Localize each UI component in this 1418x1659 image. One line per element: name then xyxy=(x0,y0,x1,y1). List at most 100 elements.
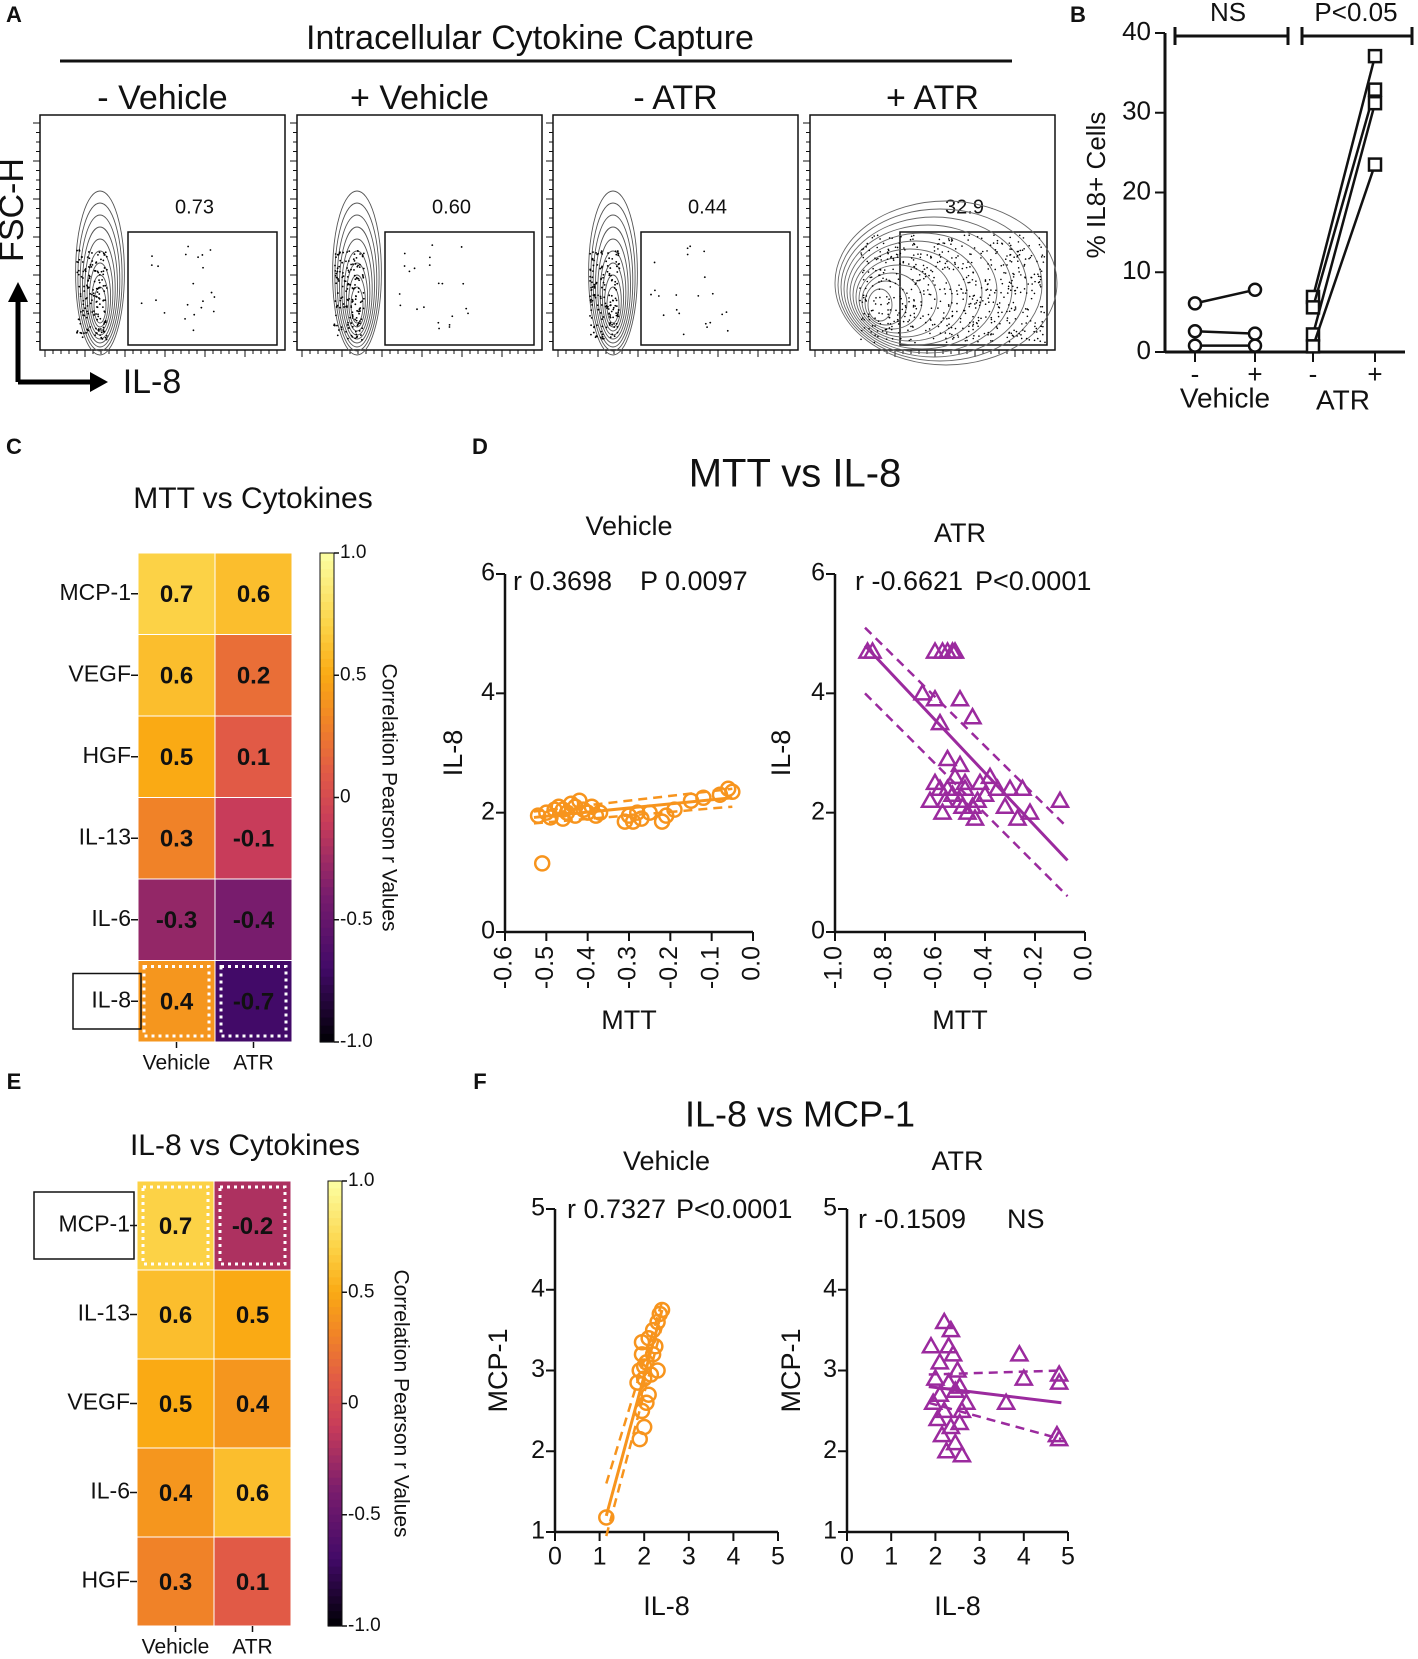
x-tick-label: 2 xyxy=(928,1543,942,1571)
event-dot xyxy=(592,264,595,267)
event-dot xyxy=(614,283,616,286)
event-dot xyxy=(599,297,602,300)
event-dot xyxy=(80,275,83,278)
event-dot xyxy=(947,238,950,240)
event-dot xyxy=(987,263,989,265)
event-dot xyxy=(1008,242,1011,244)
event-dot xyxy=(98,303,101,305)
y-axis-label: MCP-1 xyxy=(483,1328,513,1412)
event-dot xyxy=(961,267,964,270)
event-dot xyxy=(721,313,724,316)
colorbar-step xyxy=(328,1477,342,1486)
event-dot xyxy=(1011,285,1014,288)
event-dot xyxy=(96,288,99,290)
event-dot xyxy=(998,302,1001,304)
contour xyxy=(846,232,998,350)
event-dot xyxy=(930,307,933,310)
event-dot xyxy=(968,234,970,237)
y-tick-label: 1 xyxy=(531,1517,545,1545)
event-dot xyxy=(341,276,344,279)
colorbar-step xyxy=(320,797,334,807)
event-dot xyxy=(192,282,195,285)
event-dot xyxy=(888,316,891,319)
fit-line xyxy=(928,1385,1062,1405)
event-dot xyxy=(88,257,91,260)
event-dot xyxy=(1006,317,1009,319)
event-dot xyxy=(399,304,402,307)
event-dot xyxy=(76,330,79,332)
event-dot xyxy=(359,322,361,325)
event-dot xyxy=(1023,288,1026,290)
event-dot xyxy=(895,309,897,312)
event-dot xyxy=(102,326,105,329)
data-point xyxy=(629,1374,646,1391)
event-dot xyxy=(599,312,602,314)
event-dot xyxy=(81,261,84,263)
event-dot xyxy=(342,251,345,254)
event-dot xyxy=(609,336,612,339)
event-dot xyxy=(990,340,992,342)
event-dot xyxy=(994,268,997,271)
event-dot xyxy=(948,323,950,326)
colorbar-step xyxy=(328,1410,342,1419)
event-dot xyxy=(970,253,972,256)
event-dot xyxy=(354,278,357,281)
event-dot xyxy=(948,305,950,307)
event-dot xyxy=(860,252,862,254)
event-dot xyxy=(343,306,345,308)
event-dot xyxy=(100,331,103,334)
event-dot xyxy=(954,261,956,264)
event-dot xyxy=(918,273,921,276)
data-point xyxy=(1013,1368,1034,1386)
event-dot xyxy=(589,275,592,278)
event-dot xyxy=(356,265,359,268)
event-dot xyxy=(355,319,358,322)
colorbar-step xyxy=(320,553,334,562)
event-dot xyxy=(590,289,593,292)
event-dot xyxy=(908,339,911,342)
event-dot xyxy=(879,255,882,258)
colorbar-step xyxy=(320,968,334,978)
event-dot xyxy=(912,278,914,281)
event-dot xyxy=(609,304,612,307)
event-dot xyxy=(711,292,714,295)
event-dot xyxy=(361,255,364,258)
event-dot xyxy=(963,309,965,312)
event-dot xyxy=(914,341,916,344)
event-dot xyxy=(613,322,615,325)
event-dot xyxy=(341,296,344,299)
colorbar-step xyxy=(320,658,334,668)
event-dot xyxy=(919,279,921,281)
event-dot xyxy=(615,265,618,268)
event-dot xyxy=(950,326,953,329)
event-dot xyxy=(916,246,918,248)
event-dot xyxy=(984,279,987,281)
event-dot xyxy=(1044,341,1046,344)
stat-p: P<0.0001 xyxy=(975,566,1091,596)
colorbar-step xyxy=(320,683,334,693)
event-dot xyxy=(1024,276,1027,279)
event-dot xyxy=(98,281,101,284)
event-dot xyxy=(1007,287,1010,290)
event-dot xyxy=(946,266,949,268)
event-dot xyxy=(1015,330,1018,333)
event-dot xyxy=(987,334,989,336)
event-dot xyxy=(860,338,862,341)
event-dot xyxy=(155,299,157,302)
event-dot xyxy=(1013,329,1015,332)
event-dot xyxy=(83,314,86,317)
event-dot xyxy=(1018,271,1020,273)
x-axis-arrow-head xyxy=(90,372,108,392)
event-dot xyxy=(82,299,85,302)
event-dot xyxy=(88,277,91,280)
event-dot xyxy=(103,321,106,323)
event-dot xyxy=(612,306,615,309)
event-dot xyxy=(1012,301,1015,304)
event-dot xyxy=(1020,337,1023,340)
data-point xyxy=(924,688,946,707)
data-point xyxy=(1049,1428,1070,1447)
event-dot xyxy=(959,317,962,320)
event-dot xyxy=(944,293,947,295)
contour xyxy=(834,200,1058,366)
